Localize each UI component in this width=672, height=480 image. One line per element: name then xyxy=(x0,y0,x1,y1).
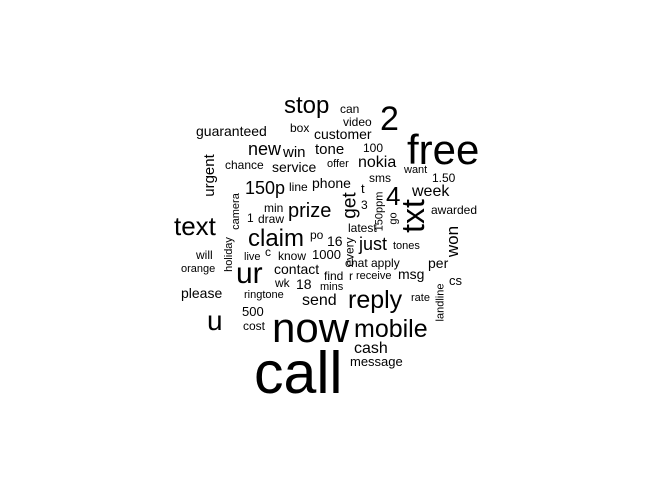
word-new: new xyxy=(248,139,282,159)
word-week: week xyxy=(412,183,450,200)
word-apply: apply xyxy=(371,256,400,270)
word-cs: cs xyxy=(449,273,462,288)
word-orange: orange xyxy=(181,263,216,275)
word-call: call xyxy=(254,340,343,406)
word-claim: claim xyxy=(248,225,305,252)
word-message: message xyxy=(350,354,403,369)
word-stop: stop xyxy=(284,92,330,119)
word-landline: landline xyxy=(434,283,447,322)
word-camera: camera xyxy=(229,193,242,230)
word-sms: sms xyxy=(369,171,391,185)
word-video: video xyxy=(343,115,372,129)
word-box: box xyxy=(290,121,310,135)
word-1: 1 xyxy=(247,211,254,225)
word-find: find xyxy=(324,269,344,283)
word-send: send xyxy=(302,292,337,309)
word-will: will xyxy=(196,248,213,262)
word-chance: chance xyxy=(225,158,264,172)
word-mins: mins xyxy=(320,281,344,293)
word-urgent: urgent xyxy=(200,154,218,197)
word-4: 4 xyxy=(386,181,401,211)
word-live: live xyxy=(244,251,261,263)
word-16: 16 xyxy=(327,233,343,249)
word-150p: 150p xyxy=(245,178,286,198)
word-wk: wk xyxy=(275,276,290,290)
word-tone: tone xyxy=(315,141,345,158)
word-r: r xyxy=(349,269,353,283)
word-per: per xyxy=(428,255,449,271)
word-chat: chat xyxy=(345,256,368,270)
word-msg: msg xyxy=(398,266,425,282)
word-txt: txt xyxy=(394,199,431,233)
word-2: 2 xyxy=(380,100,399,138)
word-1000: 1000 xyxy=(312,247,341,262)
word-100: 100 xyxy=(363,141,384,155)
word-latest: latest xyxy=(348,221,377,235)
word-draw: draw xyxy=(258,212,285,226)
word-rate: rate xyxy=(411,292,430,304)
word-customer: customer xyxy=(314,126,372,142)
word-receive: receive xyxy=(356,270,392,282)
word-150ppm: 150ppm xyxy=(373,191,386,232)
word-po: po xyxy=(310,228,324,242)
word-holiday: holiday xyxy=(222,237,235,272)
word-u: u xyxy=(207,305,223,336)
word-go: go xyxy=(387,212,400,225)
word-t: t xyxy=(361,181,365,196)
word-win: win xyxy=(283,144,306,161)
word-won: won xyxy=(443,225,463,258)
word-c: c xyxy=(265,245,271,259)
word-tones: tones xyxy=(393,240,420,252)
word-18: 18 xyxy=(296,276,312,292)
word-know: know xyxy=(278,249,307,263)
word-cash: cash xyxy=(354,340,388,357)
word-free: free xyxy=(407,126,480,173)
word-3: 3 xyxy=(361,198,368,212)
word-mobile: mobile xyxy=(354,315,428,343)
word-cost: cost xyxy=(243,319,266,333)
word-can: can xyxy=(340,102,360,116)
word-ringtone: ringtone xyxy=(244,289,284,301)
word-reply: reply xyxy=(348,286,403,314)
word-just: just xyxy=(359,234,388,254)
word-service: service xyxy=(272,159,317,175)
word-text: text xyxy=(174,211,216,241)
word-phone: phone xyxy=(312,175,351,191)
word-guaranteed: guaranteed xyxy=(196,123,267,139)
word-1.50: 1.50 xyxy=(432,171,456,185)
word-now: now xyxy=(272,304,350,351)
word-min: min xyxy=(264,201,284,215)
word-contact: contact xyxy=(274,261,320,277)
word-awarded: awarded xyxy=(431,203,478,217)
word-line: line xyxy=(289,180,308,194)
word-please: please xyxy=(181,285,223,301)
word-ur: ur xyxy=(236,257,263,290)
word-get: get xyxy=(339,192,361,219)
word-want: want xyxy=(404,164,428,176)
word-prize: prize xyxy=(288,200,332,222)
word-nokia: nokia xyxy=(358,154,397,171)
word-offer: offer xyxy=(327,158,349,170)
word-500: 500 xyxy=(242,304,264,319)
